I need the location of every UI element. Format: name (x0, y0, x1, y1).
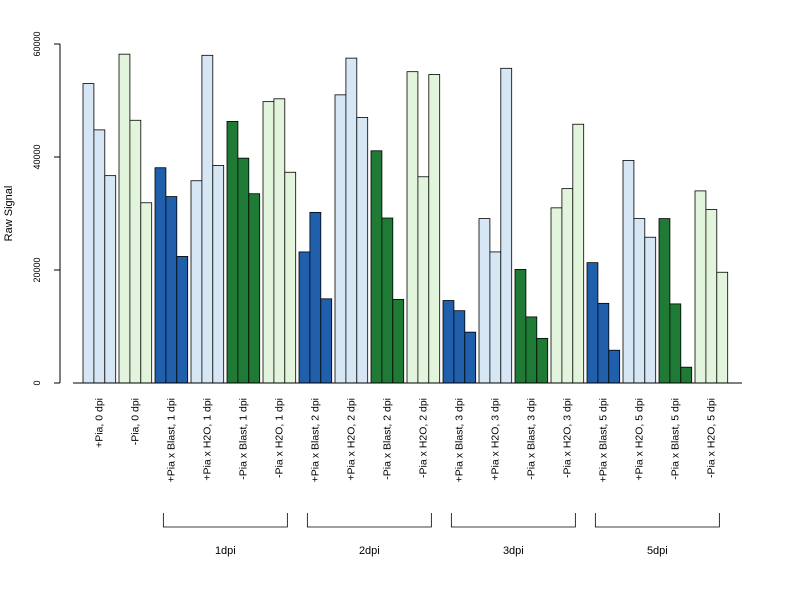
bar (514, 269, 527, 384)
bar (658, 218, 671, 384)
bar (104, 175, 117, 384)
bar (428, 74, 441, 384)
x-category-label: -Pia x H2O, 5 dpi (705, 398, 717, 478)
bar (284, 171, 297, 384)
bar (597, 302, 610, 384)
bar (320, 298, 333, 384)
x-category-label: -Pia x H2O, 2 dpi (417, 398, 429, 478)
bar (453, 310, 466, 384)
x-category-label: +Pia x Blast, 2 dpi (309, 398, 321, 482)
x-category-label: +Pia x H2O, 2 dpi (345, 398, 357, 481)
bar (237, 157, 250, 384)
bar (334, 94, 347, 384)
bar (165, 196, 178, 384)
bar (309, 211, 322, 384)
x-category-label: +Pia x H2O, 1 dpi (201, 398, 213, 481)
x-category-label: +Pia x Blast, 5 dpi (597, 398, 609, 482)
y-axis: 0 20000 40000 60000 (32, 31, 61, 386)
y-tick-label: 40000 (32, 144, 42, 169)
group-bracket (594, 513, 720, 528)
group-label: 2dpi (359, 545, 380, 557)
bar (633, 218, 646, 384)
bar (500, 67, 513, 384)
x-category-label: +Pia x Blast, 1 dpi (165, 398, 177, 482)
bar (262, 101, 275, 384)
bar (176, 256, 189, 384)
group-label: 1dpi (215, 545, 236, 557)
bar (273, 98, 286, 384)
bar (190, 180, 203, 384)
bar (644, 236, 657, 384)
bar (129, 119, 142, 384)
bars (82, 53, 729, 384)
bar (622, 159, 635, 384)
group-bracket (450, 513, 576, 528)
bar (82, 83, 95, 384)
group-label: 5dpi (647, 545, 668, 557)
x-category-label: -Pia x Blast, 5 dpi (669, 398, 681, 480)
bar (356, 117, 369, 384)
category-labels: +Pia, 0 dpi -Pia, 0 dpi +Pia x Blast, 1 dp… (93, 398, 717, 482)
bar (118, 53, 131, 384)
bar (248, 193, 261, 384)
bar (608, 349, 621, 384)
bar (212, 165, 225, 384)
x-category-label: +Pia x Blast, 3 dpi (453, 398, 465, 482)
x-category-label: -Pia x Blast, 1 dpi (237, 398, 249, 480)
bar (705, 209, 718, 384)
group-label: 3dpi (503, 545, 524, 557)
x-category-label: -Pia x H2O, 3 dpi (561, 398, 573, 478)
x-category-label: +Pia x H2O, 5 dpi (633, 398, 645, 481)
bar (370, 150, 383, 384)
bar (442, 300, 455, 384)
bar (561, 188, 574, 384)
x-category-label: -Pia x Blast, 3 dpi (525, 398, 537, 480)
bar (226, 121, 239, 384)
bar (669, 303, 682, 384)
bar (550, 207, 563, 384)
bar (406, 71, 419, 384)
bar (345, 57, 358, 384)
bar (572, 123, 585, 384)
bar (680, 366, 693, 384)
y-tick-label: 60000 (32, 31, 42, 56)
x-category-label: +Pia x H2O, 3 dpi (489, 398, 501, 481)
bar (525, 316, 538, 384)
bar (478, 218, 491, 384)
bar (201, 54, 214, 384)
bar (464, 331, 477, 384)
y-tick-label: 0 (32, 380, 42, 385)
bar (536, 337, 549, 384)
bar (392, 298, 405, 384)
y-axis-title: Raw Signal (3, 186, 15, 242)
bar (140, 202, 153, 384)
group-brackets: 1dpi 2dpi 3dpi 5dpi (162, 513, 720, 557)
x-category-label: -Pia x Blast, 2 dpi (381, 398, 393, 480)
bar (93, 129, 106, 384)
bar (417, 176, 430, 384)
bar (298, 251, 311, 384)
group-bracket (306, 513, 432, 528)
group-bracket (162, 513, 288, 528)
x-category-label: -Pia, 0 dpi (129, 398, 141, 445)
bar (381, 217, 394, 384)
x-category-label: -Pia x H2O, 1 dpi (273, 398, 285, 478)
y-tick-label: 20000 (32, 257, 42, 282)
bar (694, 190, 707, 384)
x-category-label: +Pia, 0 dpi (93, 398, 105, 448)
bar (586, 262, 599, 384)
bar (154, 167, 167, 384)
bar (716, 271, 729, 384)
bar (489, 251, 502, 384)
